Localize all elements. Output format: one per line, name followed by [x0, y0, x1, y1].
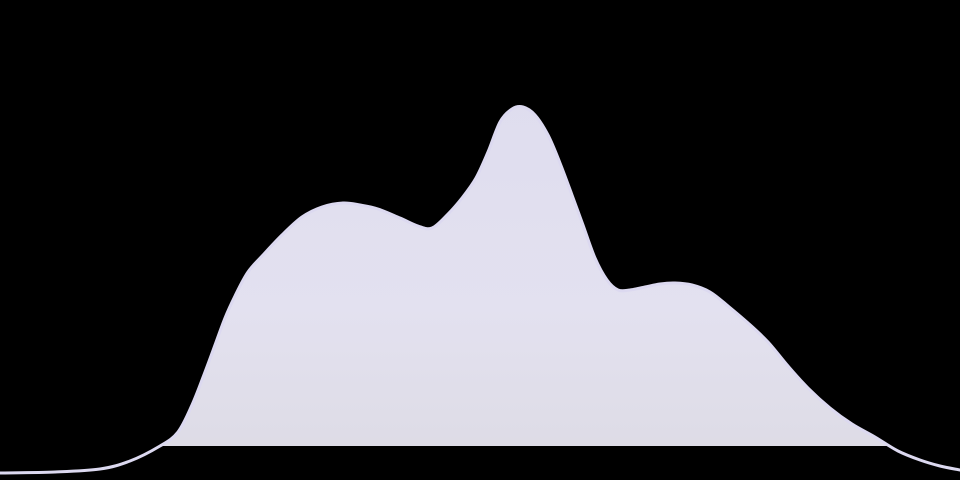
curve-line [0, 105, 960, 475]
area-fill [160, 106, 890, 446]
